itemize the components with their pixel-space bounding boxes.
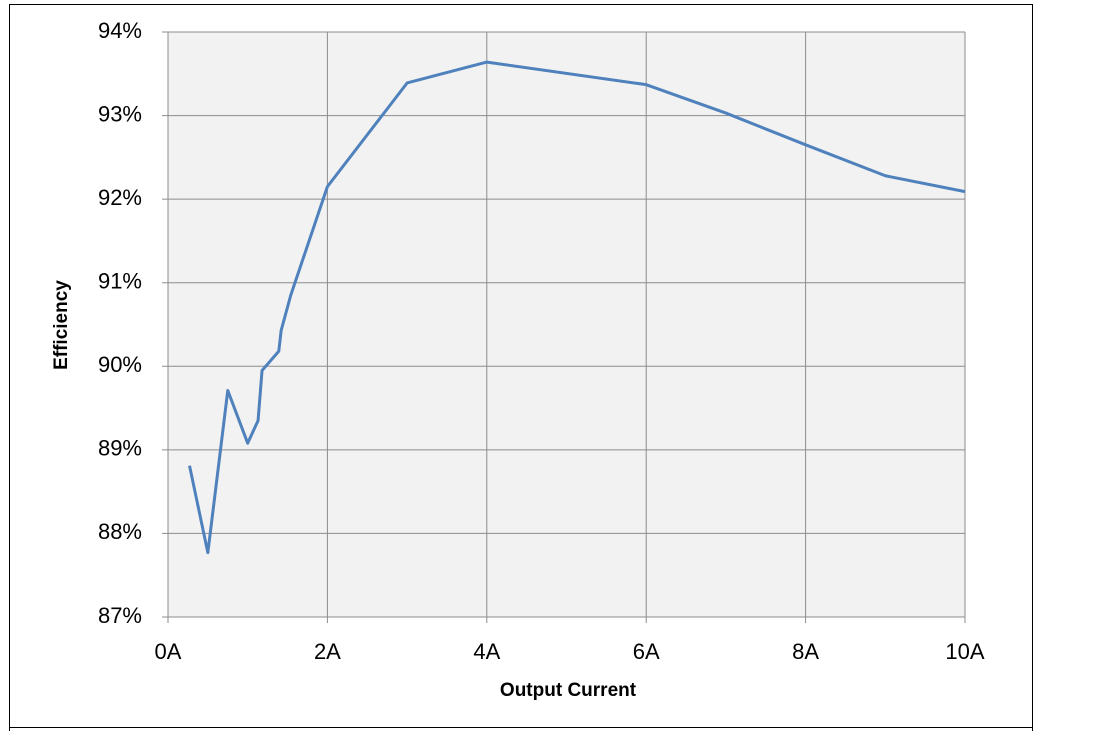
data-line	[188, 60, 966, 555]
x-tick-label: 6A	[633, 639, 660, 664]
x-tick-label: 0A	[155, 639, 182, 664]
y-tick-label: 94%	[98, 18, 142, 43]
y-axis-title: Efficiency	[51, 280, 72, 370]
y-tick-label: 90%	[98, 352, 142, 377]
x-axis-title: Output Current	[500, 680, 637, 701]
y-tick-label: 92%	[98, 185, 142, 210]
x-tick-label: 10A	[945, 639, 984, 664]
y-tick-label: 91%	[98, 269, 142, 294]
y-tick-label: 88%	[98, 519, 142, 544]
y-tick-label: 89%	[98, 436, 142, 461]
plot-area	[168, 32, 965, 617]
x-tick-label: 8A	[792, 639, 819, 664]
x-tick-label: 4A	[473, 639, 500, 664]
x-tick-label: 2A	[314, 639, 341, 664]
y-tick-label: 87%	[98, 603, 142, 628]
y-tick-label: 93%	[98, 101, 142, 126]
